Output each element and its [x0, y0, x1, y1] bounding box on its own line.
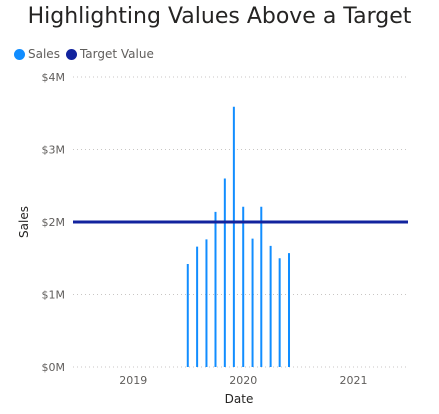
y-tick-label: $3M — [42, 144, 66, 157]
legend: Sales Target Value — [14, 47, 160, 61]
y-tick-label: $4M — [42, 71, 66, 84]
legend-label-sales: Sales — [28, 47, 60, 61]
y-axis-title: Sales — [17, 206, 31, 238]
x-axis-title: Date — [225, 392, 254, 406]
chart-title: Highlighting Values Above a Target — [27, 4, 412, 29]
legend-label-target: Target Value — [79, 47, 154, 61]
y-tick-label: $2M — [42, 216, 66, 229]
y-tick-label: $0M — [42, 361, 66, 374]
legend-item-sales[interactable]: Sales — [14, 47, 60, 61]
y-tick-label: $1M — [42, 289, 66, 302]
legend-marker-target — [65, 48, 77, 60]
sales-bars — [186, 106, 291, 367]
x-tick-label: 2021 — [339, 374, 367, 387]
x-tick-label: 2019 — [119, 374, 147, 387]
legend-item-target[interactable]: Target Value — [65, 47, 154, 61]
legend-marker-sales — [14, 48, 25, 60]
y-axis-ticks: $0M $1M $2M $3M $4M — [42, 71, 66, 374]
x-tick-label: 2020 — [229, 374, 257, 387]
x-axis-ticks: 2019 2020 2021 — [119, 374, 367, 387]
